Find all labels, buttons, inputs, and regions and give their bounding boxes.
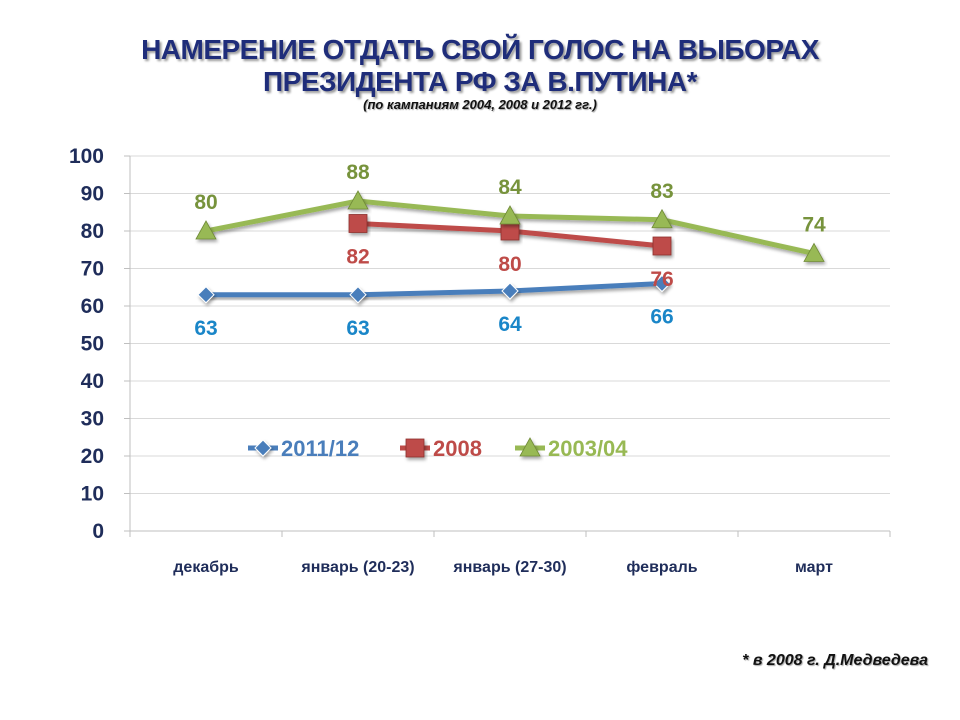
data-label: 80 — [194, 191, 217, 214]
legend: 2011/12 2008 2003/04 — [248, 436, 628, 461]
y-tick-label: 0 — [92, 520, 104, 543]
data-point — [500, 221, 520, 241]
data-point — [501, 282, 519, 300]
x-tick-label: январь (20-23) — [300, 559, 414, 576]
series-line-2011-12 — [206, 281, 663, 298]
x-tick-label: март — [795, 559, 833, 576]
x-tick-label: январь (27-30) — [452, 559, 566, 576]
data-point — [349, 286, 367, 304]
data-point — [651, 208, 673, 229]
data-point — [653, 274, 671, 293]
legend-label: 2008 — [433, 436, 482, 461]
y-tick-label: 100 — [69, 145, 104, 168]
data-label: 82 — [346, 246, 369, 269]
x-tick-label: декабрь — [173, 559, 239, 576]
y-tick-label: 40 — [81, 370, 104, 393]
data-point — [652, 236, 672, 256]
data-label: 66 — [650, 306, 673, 329]
data-label: 84 — [498, 176, 522, 199]
data-label: 76 — [650, 268, 673, 291]
legend-marker — [519, 437, 541, 457]
data-point — [197, 286, 215, 304]
y-tick-label: 70 — [81, 258, 104, 281]
y-tick-label: 90 — [81, 183, 104, 206]
chart-title-line2: ПРЕЗИДЕНТА РФ ЗА В.ПУТИНА* — [263, 66, 697, 97]
data-label: 83 — [650, 180, 673, 203]
data-label: 64 — [498, 313, 522, 336]
legend-marker — [254, 439, 272, 457]
y-tick-label: 10 — [81, 483, 104, 506]
data-point — [348, 214, 368, 233]
data-label: 80 — [498, 253, 521, 276]
y-tick-label: 50 — [81, 333, 104, 356]
data-label: 63 — [346, 317, 369, 340]
y-tick-label: 30 — [81, 408, 104, 431]
data-label: 88 — [346, 161, 370, 184]
y-tick-label: 80 — [81, 220, 104, 243]
chart-title-line1: НАМЕРЕНИЕ ОТДАТЬ СВОЙ ГОЛОС НА ВЫБОРАХ — [141, 34, 819, 65]
x-tick-label: февраль — [626, 559, 697, 576]
data-label: 63 — [194, 317, 217, 340]
legend-marker — [405, 438, 425, 458]
chart-subtitle: (по кампаниям 2004, 2008 и 2012 гг.) — [363, 97, 597, 112]
y-tick-label: 60 — [81, 295, 104, 318]
series-2003-04: 80 88 84 83 74 — [194, 161, 826, 262]
legend-label: 2003/04 — [548, 436, 628, 461]
series-2011-12: 63 63 64 66 — [194, 274, 674, 340]
data-point — [803, 242, 825, 262]
series-2008: 82 80 76 — [346, 214, 674, 291]
data-point — [195, 220, 217, 240]
data-point — [347, 190, 369, 210]
data-label: 74 — [802, 214, 826, 237]
legend-label: 2011/12 — [281, 436, 359, 461]
chart-title: НАМЕРЕНИЕ ОТДАТЬ СВОЙ ГОЛОС НА ВЫБОРАХ П… — [0, 34, 960, 98]
footnote: * в 2008 г. Д.Медведева — [742, 652, 928, 669]
y-tick-label: 20 — [81, 445, 104, 468]
data-point — [499, 205, 521, 225]
